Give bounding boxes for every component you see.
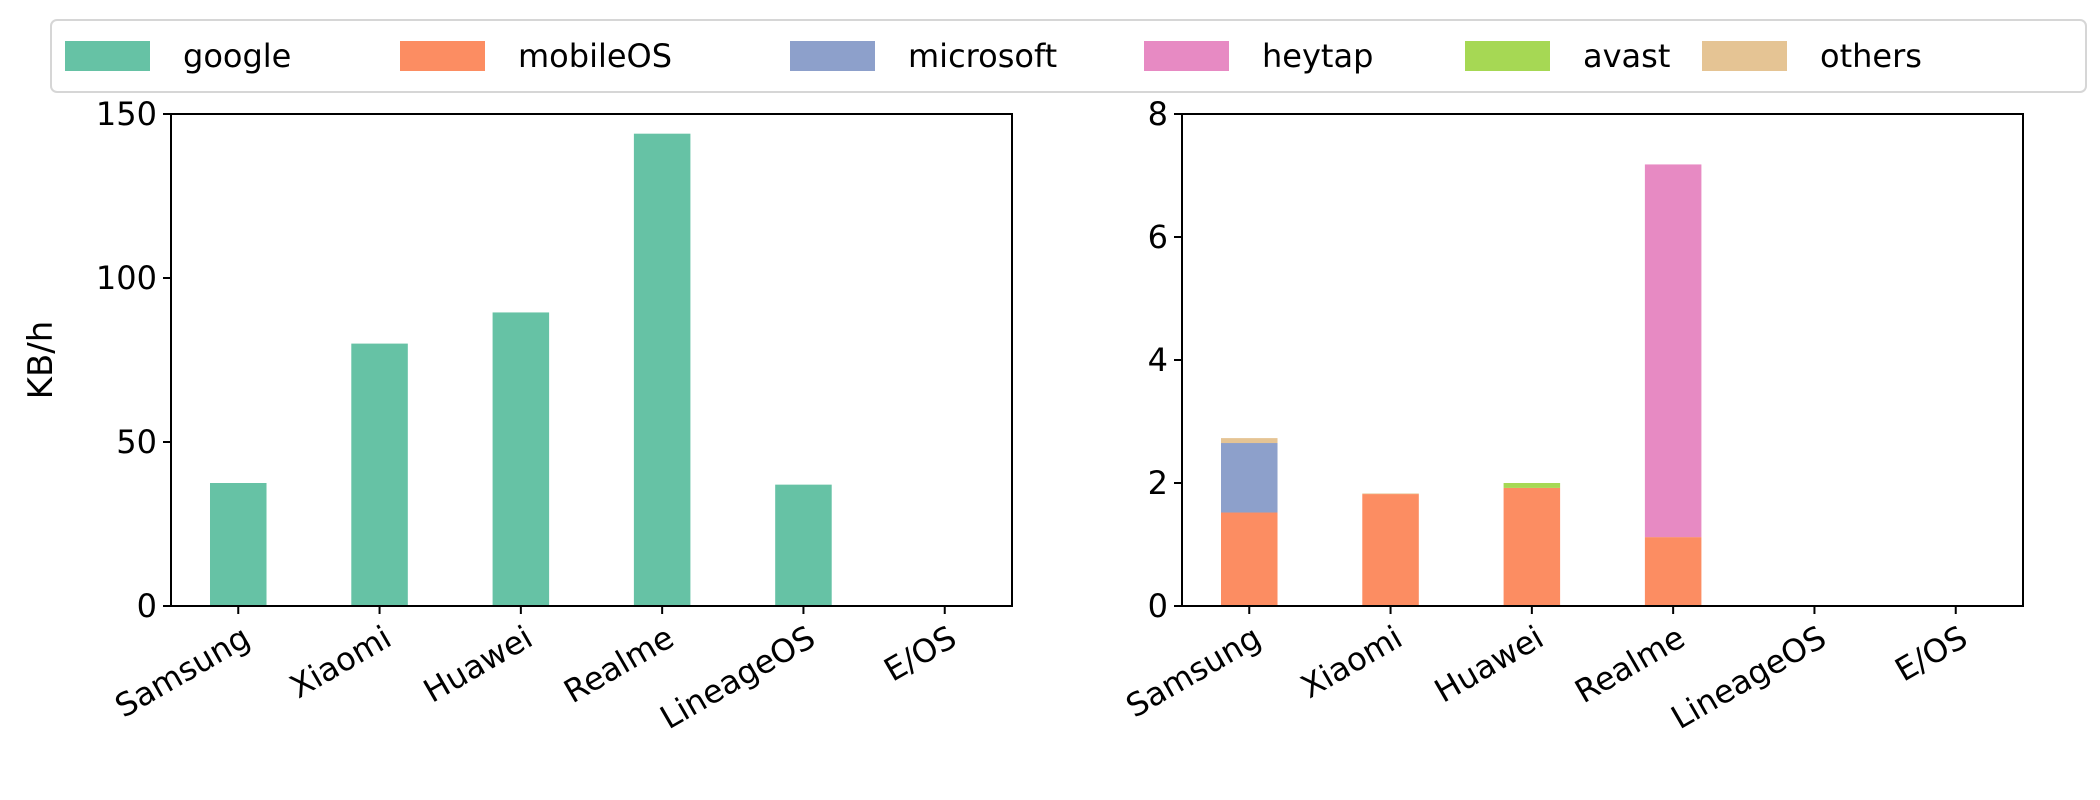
x-tick-label: Realme — [557, 618, 680, 711]
legend-swatch-google — [65, 41, 150, 71]
legend-label-others: others — [1820, 37, 1922, 75]
x-tick-label: Huawei — [1428, 618, 1550, 710]
y-tick-label: 8 — [1148, 95, 1168, 133]
bar-mobileOS-Realme — [1644, 537, 1702, 606]
y-tick-label: 50 — [116, 423, 157, 461]
axes-frame — [170, 113, 1013, 607]
axes-frame — [1181, 113, 2024, 607]
legend-swatch-others — [1702, 41, 1787, 71]
legend-label-mobileOS: mobileOS — [518, 37, 672, 75]
bar-heytap-Realme — [1644, 164, 1702, 538]
x-tick-label: LineageOS — [654, 618, 822, 737]
y-tick-label: 0 — [137, 587, 157, 625]
legend-swatch-microsoft — [790, 41, 875, 71]
y-tick-label: 0 — [1148, 587, 1168, 625]
x-tick-label: Huawei — [417, 618, 539, 710]
x-tick-label: Realme — [1568, 618, 1691, 711]
bar-google-Realme — [633, 133, 691, 606]
bar-google-Samsung — [209, 483, 267, 606]
legend-label-google: google — [183, 37, 291, 75]
legend-swatch-avast — [1465, 41, 1550, 71]
bar-mobileOS-Huawei — [1503, 487, 1561, 606]
legend-swatch-heytap — [1144, 41, 1229, 71]
x-tick-label: E/OS — [877, 618, 962, 689]
y-tick-label: 100 — [96, 259, 157, 297]
y-axis-label: KB/h — [21, 321, 61, 400]
y-tick-label: 4 — [1148, 341, 1168, 379]
bar-mobileOS-Xiaomi — [1362, 494, 1419, 606]
y-tick-label: 2 — [1148, 464, 1168, 502]
legend: google mobileOS microsoft heytap avast others — [50, 19, 2087, 93]
bar-google-Huawei — [492, 312, 550, 606]
legend-label-avast: avast — [1583, 37, 1670, 75]
bar-google-Xiaomi — [351, 343, 408, 606]
x-tick-label: Samsung — [109, 618, 257, 725]
x-tick-label: Xiaomi — [283, 618, 397, 706]
bar-others-Xiaomi — [1362, 493, 1419, 495]
x-tick-label: Samsung — [1120, 618, 1268, 725]
bar-mobileOS-Samsung — [1220, 512, 1278, 606]
y-tick-label: 6 — [1148, 218, 1168, 256]
bar-avast-Huawei — [1503, 483, 1561, 488]
x-tick-label: Xiaomi — [1294, 618, 1408, 706]
bar-microsoft-Samsung — [1220, 443, 1278, 513]
legend-frame — [50, 19, 2087, 93]
x-tick-label: E/OS — [1888, 618, 1973, 689]
x-tick-label: LineageOS — [1665, 618, 1833, 737]
y-tick-label: 150 — [96, 95, 157, 133]
bar-google-LineageOS — [775, 484, 832, 606]
legend-swatch-mobileOS — [400, 41, 485, 71]
left-chart-google: 0 50 100 150 Samsung Xiaomi Huawei RealmeLineag… — [21, 95, 1013, 737]
bar-others-Samsung — [1220, 438, 1278, 444]
legend-label-microsoft: microsoft — [908, 37, 1057, 75]
legend-label-heytap: heytap — [1262, 37, 1373, 75]
